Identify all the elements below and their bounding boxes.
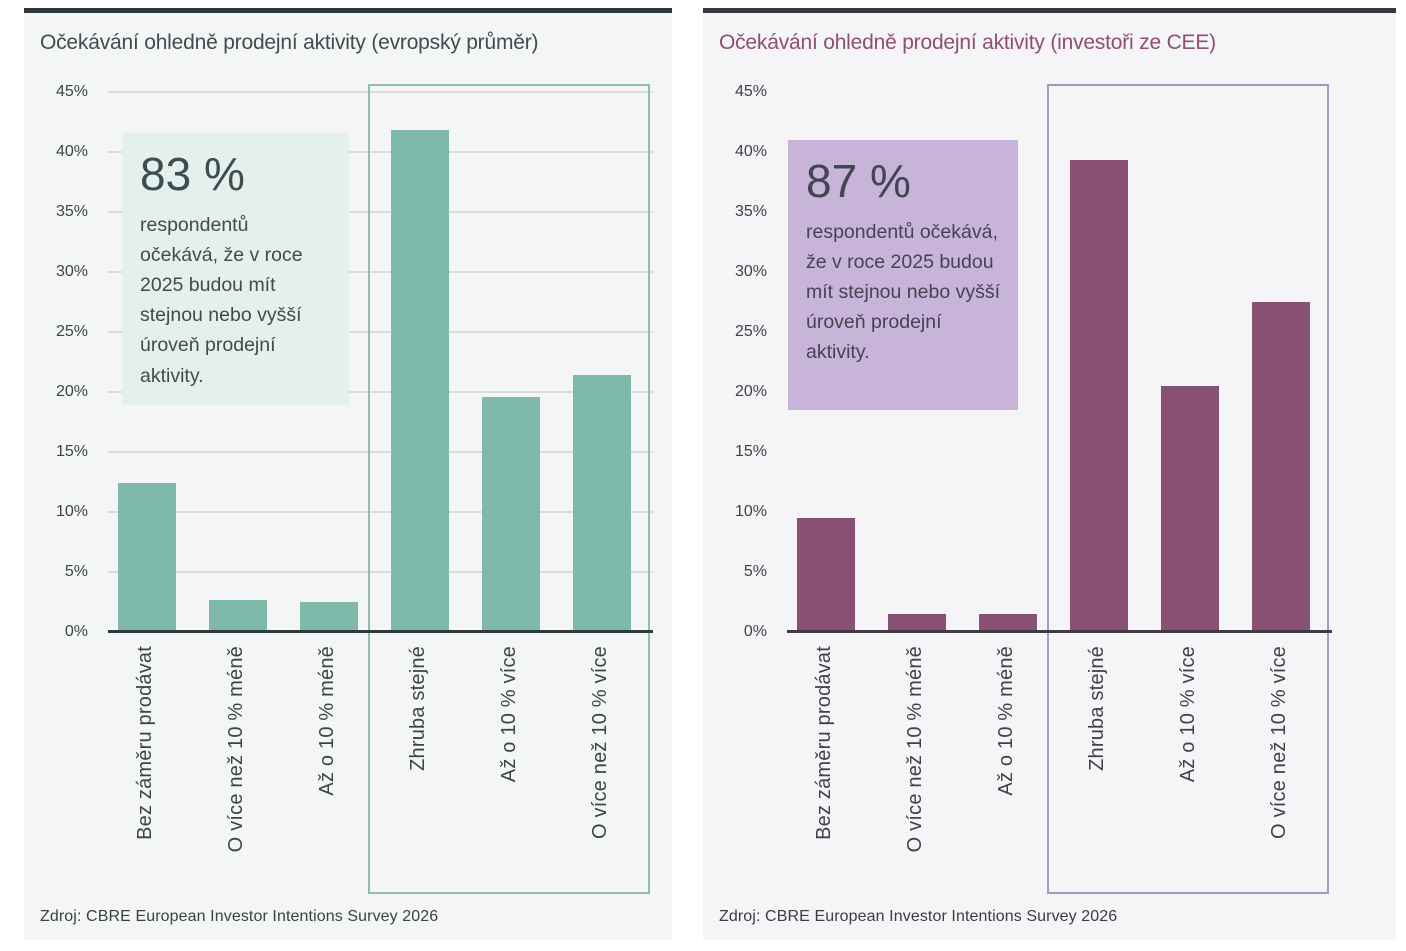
gridline (108, 331, 653, 333)
chart-title: Očekávání ohledně prodejní aktivity (inv… (719, 31, 1216, 54)
bar (1161, 386, 1219, 632)
x-axis-line (787, 630, 1332, 633)
chart-panel-european-average: Očekávání ohledně prodejní aktivity (evr… (24, 8, 672, 940)
gridline (108, 91, 653, 93)
callout-headline: 87 % (806, 155, 911, 207)
panel-top-border (24, 8, 672, 13)
bar (118, 483, 176, 632)
bar (482, 397, 540, 632)
y-axis-label: 40% (734, 143, 767, 160)
x-axis-label: Až o 10 % více (1177, 646, 1199, 783)
x-axis-label: Až o 10 % méně (316, 646, 338, 796)
bar (573, 375, 631, 632)
gridline (108, 211, 653, 213)
callout-box: 83 % respondentů očekává, že v roce 2025… (122, 133, 349, 405)
x-axis-label: Až o 10 % více (498, 646, 520, 783)
source-note: Zdroj: CBRE European Investor Intentions… (40, 908, 439, 925)
x-axis-label: Bez záměru prodávat (813, 646, 835, 840)
x-axis-label: Bez záměru prodávat (134, 646, 156, 840)
callout-body: respondentů očekává, že v roce 2025 budo… (806, 220, 1001, 364)
y-axis-label: 45% (734, 83, 767, 100)
chart-panel-cee-investors: Očekávání ohledně prodejní aktivity (inv… (703, 8, 1396, 940)
y-axis-label: 20% (55, 383, 88, 400)
y-axis-label: 0% (743, 623, 767, 640)
x-axis-label: O více než 10 % méně (904, 646, 926, 853)
y-axis-label: 30% (734, 263, 767, 280)
x-axis-label: O více než 10 % více (589, 646, 611, 839)
y-axis-label: 45% (55, 83, 88, 100)
y-axis-label: 35% (55, 203, 88, 220)
bar (1070, 160, 1128, 632)
y-axis-label: 20% (734, 383, 767, 400)
gridline (108, 391, 653, 393)
callout-box: 87 % respondentů očekává, že v roce 2025… (788, 140, 1018, 410)
y-axis-label: 15% (734, 443, 767, 460)
panel-top-border (703, 8, 1396, 13)
y-axis-label: 10% (55, 503, 88, 520)
x-axis-label: Zhruba stejné (1086, 646, 1108, 771)
gridline (108, 451, 653, 453)
chart-title: Očekávání ohledně prodejní aktivity (evr… (40, 31, 539, 54)
callout-headline: 83 % (140, 148, 245, 200)
y-axis-label: 15% (55, 443, 88, 460)
plot-area: 0% 5% 10% 15% 20% 25% 30% 35% 40% 45% Bez záměru p… (56, 83, 653, 894)
y-axis-label: 30% (55, 263, 88, 280)
y-axis-label: 5% (64, 563, 88, 580)
y-axis-label: 5% (743, 563, 767, 580)
gridline (108, 271, 653, 273)
bar (209, 600, 267, 632)
plot-area: 0% 5% 10% 15% 20% 25% 30% 35% 40% 45% Bez záměru p… (735, 83, 1332, 894)
bar (1252, 302, 1310, 632)
gridline (108, 151, 653, 153)
y-axis-label: 25% (55, 323, 88, 340)
x-axis-label: O více než 10 % méně (225, 646, 247, 853)
bar (797, 518, 855, 632)
y-axis-label: 10% (734, 503, 767, 520)
x-axis-label: O více než 10 % více (1268, 646, 1290, 839)
y-axis-label: 25% (734, 323, 767, 340)
x-axis-label: Až o 10 % méně (995, 646, 1017, 796)
y-axis-label: 0% (64, 623, 88, 640)
x-axis-label: Zhruba stejné (407, 646, 429, 771)
source-note: Zdroj: CBRE European Investor Intentions… (719, 908, 1118, 925)
bar (391, 130, 449, 632)
gridline (108, 571, 653, 573)
y-axis-label: 35% (734, 203, 767, 220)
callout-body: respondentů očekává, že v roce 2025 budo… (140, 213, 303, 387)
bar (979, 614, 1037, 632)
bar (888, 614, 946, 632)
x-axis-line (108, 630, 653, 633)
y-axis-label: 40% (55, 143, 88, 160)
gridline (108, 511, 653, 513)
bar (300, 602, 358, 632)
